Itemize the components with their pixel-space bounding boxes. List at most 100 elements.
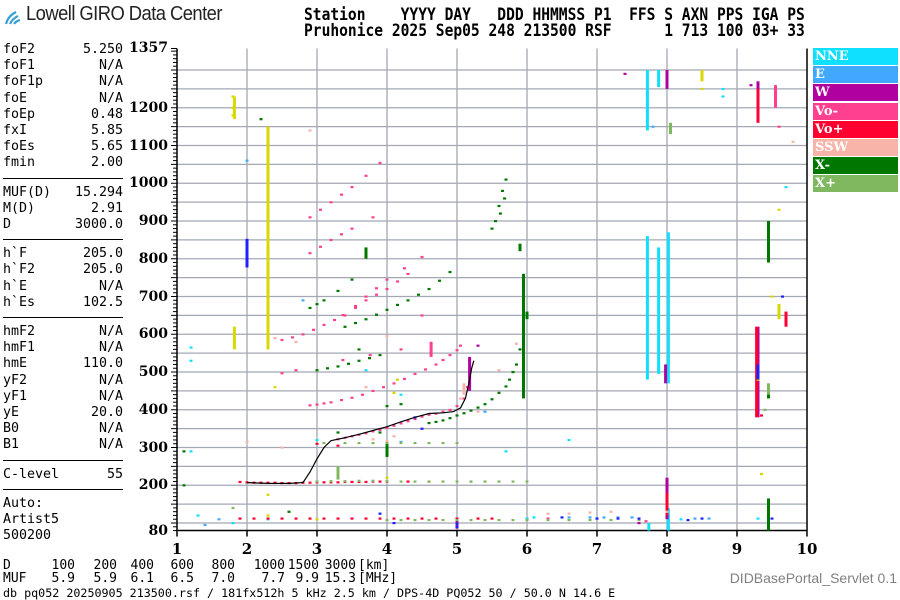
echo-point [588,516,592,519]
param-label: yF2 [3,372,28,388]
echo-point [665,510,669,513]
echo-point [476,406,480,409]
echo-point [378,431,382,434]
echo-point [459,344,462,347]
echo-point [756,517,760,520]
param-row-b0: B0 N/A [3,421,123,437]
echo-point [455,522,459,525]
echo-bar [645,70,649,131]
echo-point [245,159,249,162]
echo-point [371,438,375,441]
echo-point [315,518,319,521]
echo-point [707,517,711,520]
echo-point [441,410,445,413]
echo-point [441,358,445,362]
d-unit: [km] [358,558,390,573]
echo-point [357,441,361,445]
echo-point [455,414,459,417]
echo-point [273,386,277,389]
echo-bar [767,221,770,263]
echo-point [448,354,452,357]
echo-point [371,389,375,393]
echo-bar [784,311,788,327]
param-row-fmin: fmin 2.00 [3,155,123,171]
param-row-fof1: foF1 N/A [3,58,123,74]
echo-point [319,245,322,248]
echo-point [756,365,760,368]
echo-point [266,517,270,520]
echo-point [413,518,417,522]
echo-point [308,216,312,219]
param-row-fxi: fxI 5.85 [3,123,123,139]
param-row-b1: B1 N/A [3,437,123,453]
echo-point [420,415,424,418]
echo-point [448,270,452,274]
param-divider [3,459,123,461]
echo-point [637,518,641,522]
echo-point [427,421,431,425]
echo-point [378,354,382,357]
param-row-hme: hmE 110.0 [3,356,123,372]
param-label: h`E [3,278,28,294]
d-value: 400 [130,558,154,573]
echo-point [315,403,319,406]
echo-point [231,95,235,98]
param-value: N/A [98,324,123,339]
echo-point [378,428,382,431]
muf-value: 6.5 [170,571,194,586]
echo-point [364,295,368,298]
echo-point [483,518,487,522]
echo-point [777,208,781,211]
param-value: 2.91 [90,200,123,216]
param-label: hmF1 [3,340,36,356]
param-label: M(D) [3,200,36,216]
x-tick-label: 8 [661,540,673,558]
param-row-foe: foE N/A [3,91,123,107]
echo-point [515,342,518,345]
echo-point [245,238,249,242]
param-value: 0.48 [90,106,123,122]
echo-point [511,371,515,374]
echo-point [781,295,784,298]
echo-point [749,84,753,87]
echo-point [602,516,606,519]
echo-point [462,397,466,400]
echo-point [259,118,263,121]
echo-point [189,359,193,362]
x-tick-label: 7 [591,540,603,558]
echo-bar [645,236,649,380]
echo-point [483,410,487,413]
echo-point [644,520,648,523]
echo-point [532,516,536,519]
echo-point [280,372,284,375]
echo-point [399,422,403,425]
echo-point [294,369,298,372]
echo-point [567,512,571,515]
param-value: 5.65 [90,139,123,155]
muf-value: 15.3 [324,571,356,586]
header-values: Pruhonice 2025 Sep05 248 213500 RSF 1 71… [304,21,805,41]
echo-point [403,267,406,270]
echo-point [525,517,529,520]
echo-point [791,140,795,143]
echo-point [399,480,403,483]
muf-value: 5.9 [51,571,75,586]
d-value: 1000 [253,558,285,573]
echo-point [245,481,249,484]
echo-point [322,402,326,405]
echo-point [441,441,445,445]
echo-point [189,346,193,349]
echo-point [406,299,410,302]
echo-point [385,335,389,338]
muf-value: 7.7 [261,571,285,586]
echo-point [385,426,389,430]
echo-point [637,522,641,525]
param-label: B0 [3,421,20,437]
echo-point [497,391,501,394]
echo-point [490,398,494,401]
echo-point [357,479,361,482]
d-value: 600 [170,558,194,573]
echo-point [399,441,403,445]
echo-point [406,272,410,276]
echo-point [371,216,375,219]
